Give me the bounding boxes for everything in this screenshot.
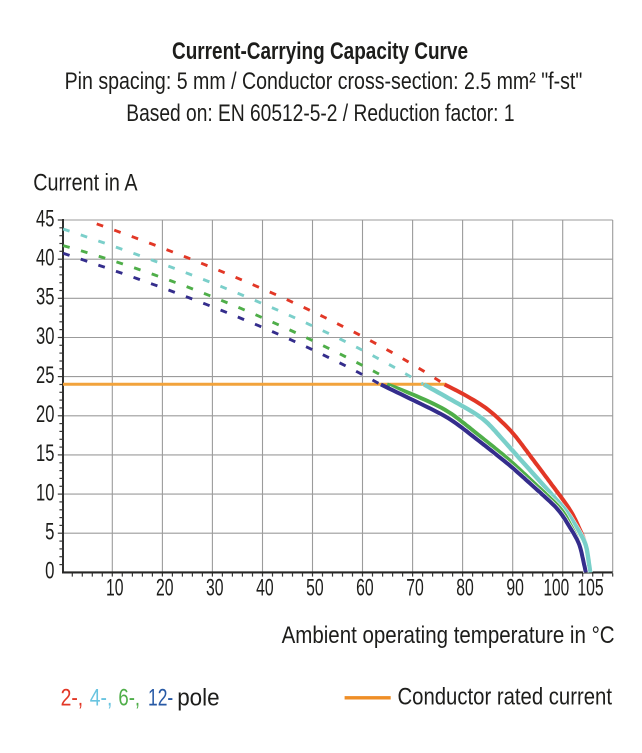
- svg-text:4-,: 4-,: [90, 685, 113, 712]
- svg-text:60: 60: [356, 575, 374, 602]
- svg-text:Conductor rated current: Conductor rated current: [398, 683, 613, 710]
- svg-text:40: 40: [256, 575, 274, 602]
- svg-text:20: 20: [156, 575, 174, 602]
- svg-text:15: 15: [36, 440, 54, 467]
- svg-text:6-,: 6-,: [118, 685, 140, 712]
- svg-text:30: 30: [206, 575, 224, 602]
- svg-text:105: 105: [577, 575, 603, 602]
- svg-text:90: 90: [506, 575, 524, 602]
- svg-text:20: 20: [36, 401, 54, 428]
- svg-text:pole: pole: [177, 685, 219, 712]
- svg-text:45: 45: [36, 205, 54, 232]
- svg-text:50: 50: [306, 575, 324, 602]
- svg-text:0: 0: [45, 558, 54, 585]
- svg-text:100: 100: [543, 575, 569, 602]
- svg-text:40: 40: [36, 245, 54, 272]
- svg-text:35: 35: [36, 284, 54, 311]
- svg-text:Current in A: Current in A: [33, 169, 138, 196]
- svg-text:Current-Carrying Capacity Curv: Current-Carrying Capacity Curve: [172, 38, 468, 65]
- svg-text:Ambient operating temperature: Ambient operating temperature in °C: [282, 622, 615, 649]
- svg-text:70: 70: [406, 575, 424, 602]
- svg-text:25: 25: [36, 362, 54, 389]
- svg-text:10: 10: [106, 575, 124, 602]
- svg-text:5: 5: [45, 519, 54, 546]
- svg-text:Based on: EN 60512-5-2 / Reduc: Based on: EN 60512-5-2 / Reduction facto…: [126, 100, 514, 127]
- svg-text:12-: 12-: [148, 685, 173, 712]
- svg-text:30: 30: [36, 323, 54, 350]
- svg-text:Pin spacing: 5 mm / Conductor: Pin spacing: 5 mm / Conductor cross-sect…: [65, 68, 583, 95]
- svg-text:80: 80: [456, 575, 474, 602]
- svg-text:10: 10: [36, 479, 54, 506]
- svg-text:2-,: 2-,: [61, 685, 84, 712]
